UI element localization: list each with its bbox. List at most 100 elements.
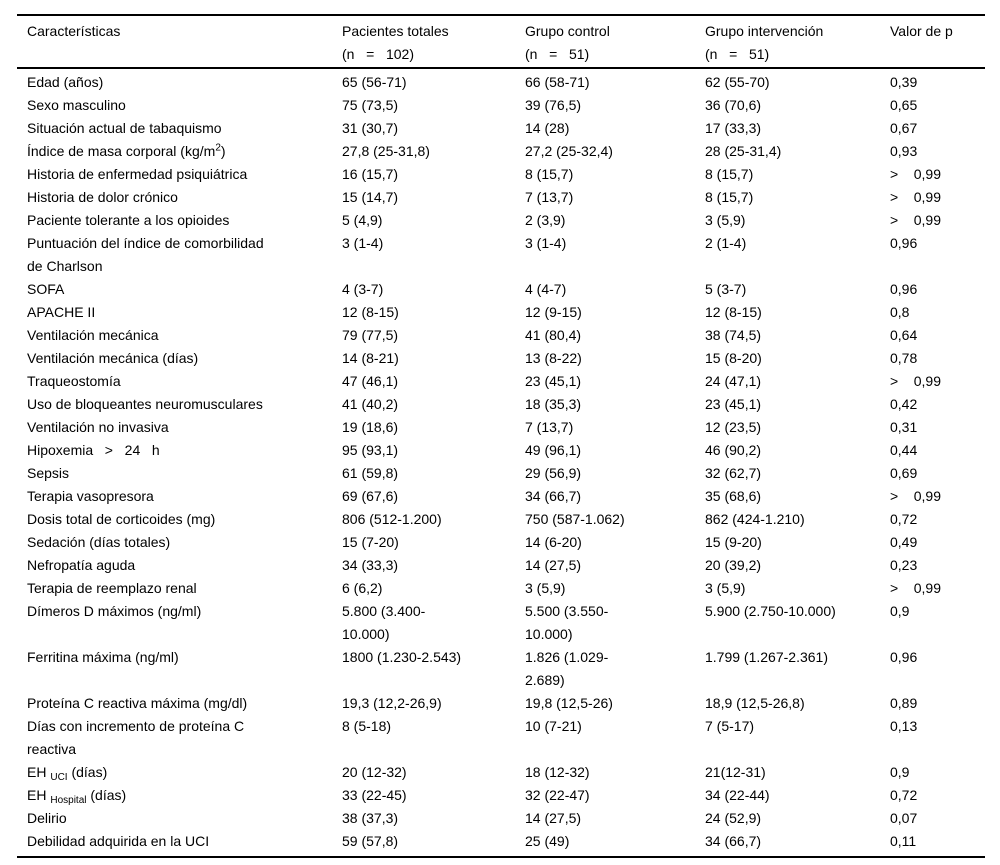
cell-intervention-group: 8 (15,7) <box>705 189 754 205</box>
cell-p-value: 0,96 <box>890 649 918 665</box>
cell-characteristic: Paciente tolerante a los opioides <box>27 212 230 228</box>
cell-characteristic: Proteína C reactiva máxima (mg/dl) <box>27 695 248 711</box>
cell-characteristic: Terapia vasopresora <box>27 488 154 504</box>
cell-control-group: 39 (76,5) <box>525 97 582 113</box>
cell-control-group: 27,2 (25-32,4) <box>525 143 613 159</box>
table-row: Dímeros D máximos (ng/ml) 5.800 (3.400- … <box>17 600 985 646</box>
cell-intervention-group: 35 (68,6) <box>705 488 762 504</box>
cell-p-value: 0,96 <box>890 235 918 251</box>
cell-total-patients: 20 (12-32) <box>342 764 407 780</box>
table-row: Hipoxemia > 24 h 95 (93,1) 49 (96,1) 46 … <box>17 439 985 462</box>
cell-characteristic: Dosis total de corticoides (mg) <box>27 511 216 527</box>
cell-characteristic: Hipoxemia > 24 h <box>27 442 160 458</box>
cell-control-group: 34 (66,7) <box>525 488 582 504</box>
cell-p-value: > 0,99 <box>890 488 941 504</box>
cell-total-patients: 41 (40,2) <box>342 396 399 412</box>
table-header: Características Pacientes totales (n = 1… <box>17 15 985 68</box>
cell-total-patients: 3 (1-4) <box>342 235 384 251</box>
cell-p-value: > 0,99 <box>890 166 941 182</box>
cell-p-value: 0,44 <box>890 442 918 458</box>
cell-p-value: > 0,99 <box>890 580 941 596</box>
cell-characteristic: Situación actual de tabaquismo <box>27 120 222 136</box>
cell-p-value: 0,65 <box>890 97 918 113</box>
table-row: EH Hospital (días) 33 (22-45) 32 (22-47)… <box>17 784 985 807</box>
cell-intervention-group: 32 (62,7) <box>705 465 762 481</box>
cell-p-value: 0,11 <box>890 833 917 849</box>
column-header-characteristics: Características <box>27 23 121 39</box>
table-row: Nefropatía aguda 34 (33,3) 14 (27,5) 20 … <box>17 554 985 577</box>
cell-p-value: 0,42 <box>890 396 918 412</box>
characteristics-table: Características Pacientes totales (n = 1… <box>17 14 985 858</box>
cell-control-group: 18 (35,3) <box>525 396 582 412</box>
cell-control-group: 2 (3,9) <box>525 212 566 228</box>
cell-intervention-group: 34 (22-44) <box>705 787 770 803</box>
cell-intervention-group: 12 (8-15) <box>705 304 762 320</box>
cell-characteristic: Ventilación no invasiva <box>27 419 169 435</box>
cell-control-group: 18 (12-32) <box>525 764 590 780</box>
cell-intervention-group: 3 (5,9) <box>705 212 746 228</box>
cell-total-patients: 15 (7-20) <box>342 534 399 550</box>
cell-total-patients: 38 (37,3) <box>342 810 399 826</box>
cell-intervention-group: 17 (33,3) <box>705 120 762 136</box>
cell-intervention-group: 1.799 (1.267-2.361) <box>705 649 828 665</box>
cell-characteristic: APACHE II <box>27 304 96 320</box>
cell-p-value: 0,13 <box>890 718 918 734</box>
cell-intervention-group: 15 (8-20) <box>705 350 762 366</box>
cell-total-patients: 61 (59,8) <box>342 465 399 481</box>
cell-characteristic: SOFA <box>27 281 65 297</box>
cell-control-group: 13 (8-22) <box>525 350 582 366</box>
table-row: APACHE II 12 (8-15) 12 (9-15) 12 (8-15) … <box>17 301 985 324</box>
cell-control-group: 49 (96,1) <box>525 442 582 458</box>
table-row: Traqueostomía 47 (46,1) 23 (45,1) 24 (47… <box>17 370 985 393</box>
table-row: Historia de dolor crónico 15 (14,7) 7 (1… <box>17 186 985 209</box>
cell-total-patients: 95 (93,1) <box>342 442 399 458</box>
cell-control-group: 1.826 (1.029- 2.689) <box>525 649 609 688</box>
table-row: Puntuación del índice de comorbilidad de… <box>17 232 985 278</box>
cell-p-value: 0,49 <box>890 534 918 550</box>
cell-control-group: 14 (27,5) <box>525 810 582 826</box>
cell-characteristic: EH Hospital (días) <box>27 787 127 806</box>
cell-intervention-group: 2 (1-4) <box>705 235 747 251</box>
cell-control-group: 12 (9-15) <box>525 304 582 320</box>
cell-characteristic: Traqueostomía <box>27 373 121 389</box>
cell-p-value: 0,89 <box>890 695 918 711</box>
cell-total-patients: 19,3 (12,2-26,9) <box>342 695 442 711</box>
cell-intervention-group: 28 (25-31,4) <box>705 143 782 159</box>
cell-characteristic: Terapia de reemplazo renal <box>27 580 197 596</box>
cell-p-value: 0,67 <box>890 120 918 136</box>
cell-characteristic: Dímeros D máximos (ng/ml) <box>27 603 202 619</box>
table-row: EH UCI (días) 20 (12-32) 18 (12-32) 21(1… <box>17 761 985 784</box>
table-row: Delirio 38 (37,3) 14 (27,5) 24 (52,9) 0,… <box>17 807 985 830</box>
cell-total-patients: 12 (8-15) <box>342 304 399 320</box>
cell-total-patients: 5 (4,9) <box>342 212 383 228</box>
cell-intervention-group: 7 (5-17) <box>705 718 755 734</box>
cell-intervention-group: 862 (424-1.210) <box>705 511 805 527</box>
cell-p-value: 0,72 <box>890 787 918 803</box>
table-body: Edad (años) 65 (56-71) 66 (58-71) 62 (55… <box>17 68 985 857</box>
cell-control-group: 750 (587-1.062) <box>525 511 625 527</box>
cell-p-value: 0,23 <box>890 557 918 573</box>
table-row: Sedación (días totales) 15 (7-20) 14 (6-… <box>17 531 985 554</box>
cell-p-value: 0,9 <box>890 603 910 619</box>
cell-control-group: 3 (5,9) <box>525 580 566 596</box>
table-row: Edad (años) 65 (56-71) 66 (58-71) 62 (55… <box>17 68 985 94</box>
cell-intervention-group: 34 (66,7) <box>705 833 762 849</box>
cell-total-patients: 1800 (1.230-2.543) <box>342 649 462 665</box>
cell-characteristic: Delirio <box>27 810 67 826</box>
cell-p-value: 0,78 <box>890 350 918 366</box>
cell-intervention-group: 20 (39,2) <box>705 557 762 573</box>
cell-p-value: 0,9 <box>890 764 910 780</box>
cell-intervention-group: 5 (3-7) <box>705 281 747 297</box>
table-row: Ventilación mecánica 79 (77,5) 41 (80,4)… <box>17 324 985 347</box>
cell-total-patients: 8 (5-18) <box>342 718 392 734</box>
column-header-intervention-group: Grupo intervención (n = 51) <box>705 23 824 62</box>
cell-control-group: 8 (15,7) <box>525 166 574 182</box>
cell-intervention-group: 15 (9-20) <box>705 534 762 550</box>
table-row: Proteína C reactiva máxima (mg/dl) 19,3 … <box>17 692 985 715</box>
cell-total-patients: 27,8 (25-31,8) <box>342 143 430 159</box>
cell-intervention-group: 23 (45,1) <box>705 396 762 412</box>
cell-p-value: 0,72 <box>890 511 918 527</box>
table-row: Terapia de reemplazo renal 6 (6,2) 3 (5,… <box>17 577 985 600</box>
cell-characteristic: Historia de enfermedad psiquiátrica <box>27 166 248 182</box>
cell-characteristic: Sexo masculino <box>27 97 126 113</box>
